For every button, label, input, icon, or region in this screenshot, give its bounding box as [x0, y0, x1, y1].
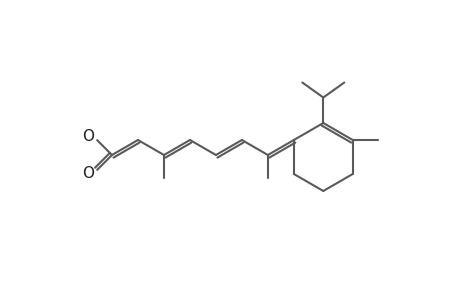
Text: O: O	[82, 166, 94, 181]
Text: O: O	[82, 129, 94, 144]
